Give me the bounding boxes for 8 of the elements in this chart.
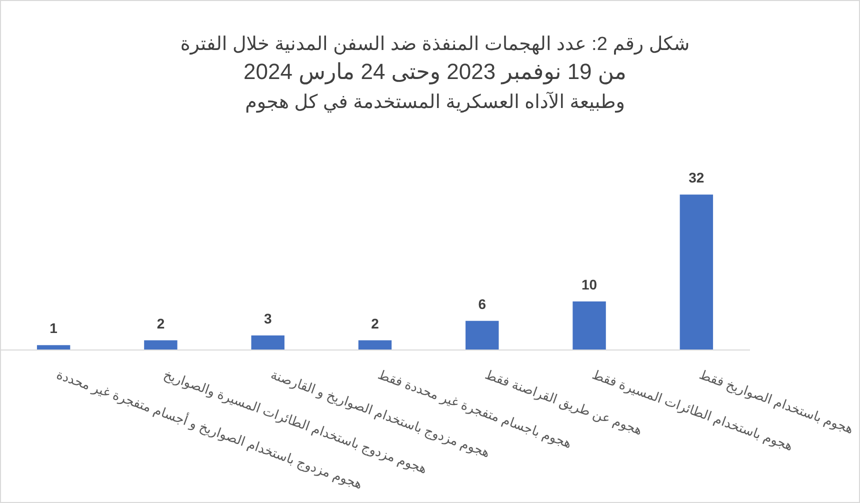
data-label: 1 [50, 320, 58, 336]
data-label: 2 [156, 315, 165, 332]
data-label: 6 [478, 296, 486, 312]
data-label: 2 [371, 315, 380, 332]
data-label: 10 [581, 276, 598, 292]
data-label: 32 [688, 170, 704, 186]
title: شكل رقم 2: عدد الهجمات المنفذة ضد السفن المدنية خلال الفترة من 19 نوفمبر 2023 وحتى 24 مارس 2024 وطبيعة الآداه العسكرية المستخدمة في كل هجوم [180, 34, 690, 113]
data-label: 3 [264, 310, 272, 326]
